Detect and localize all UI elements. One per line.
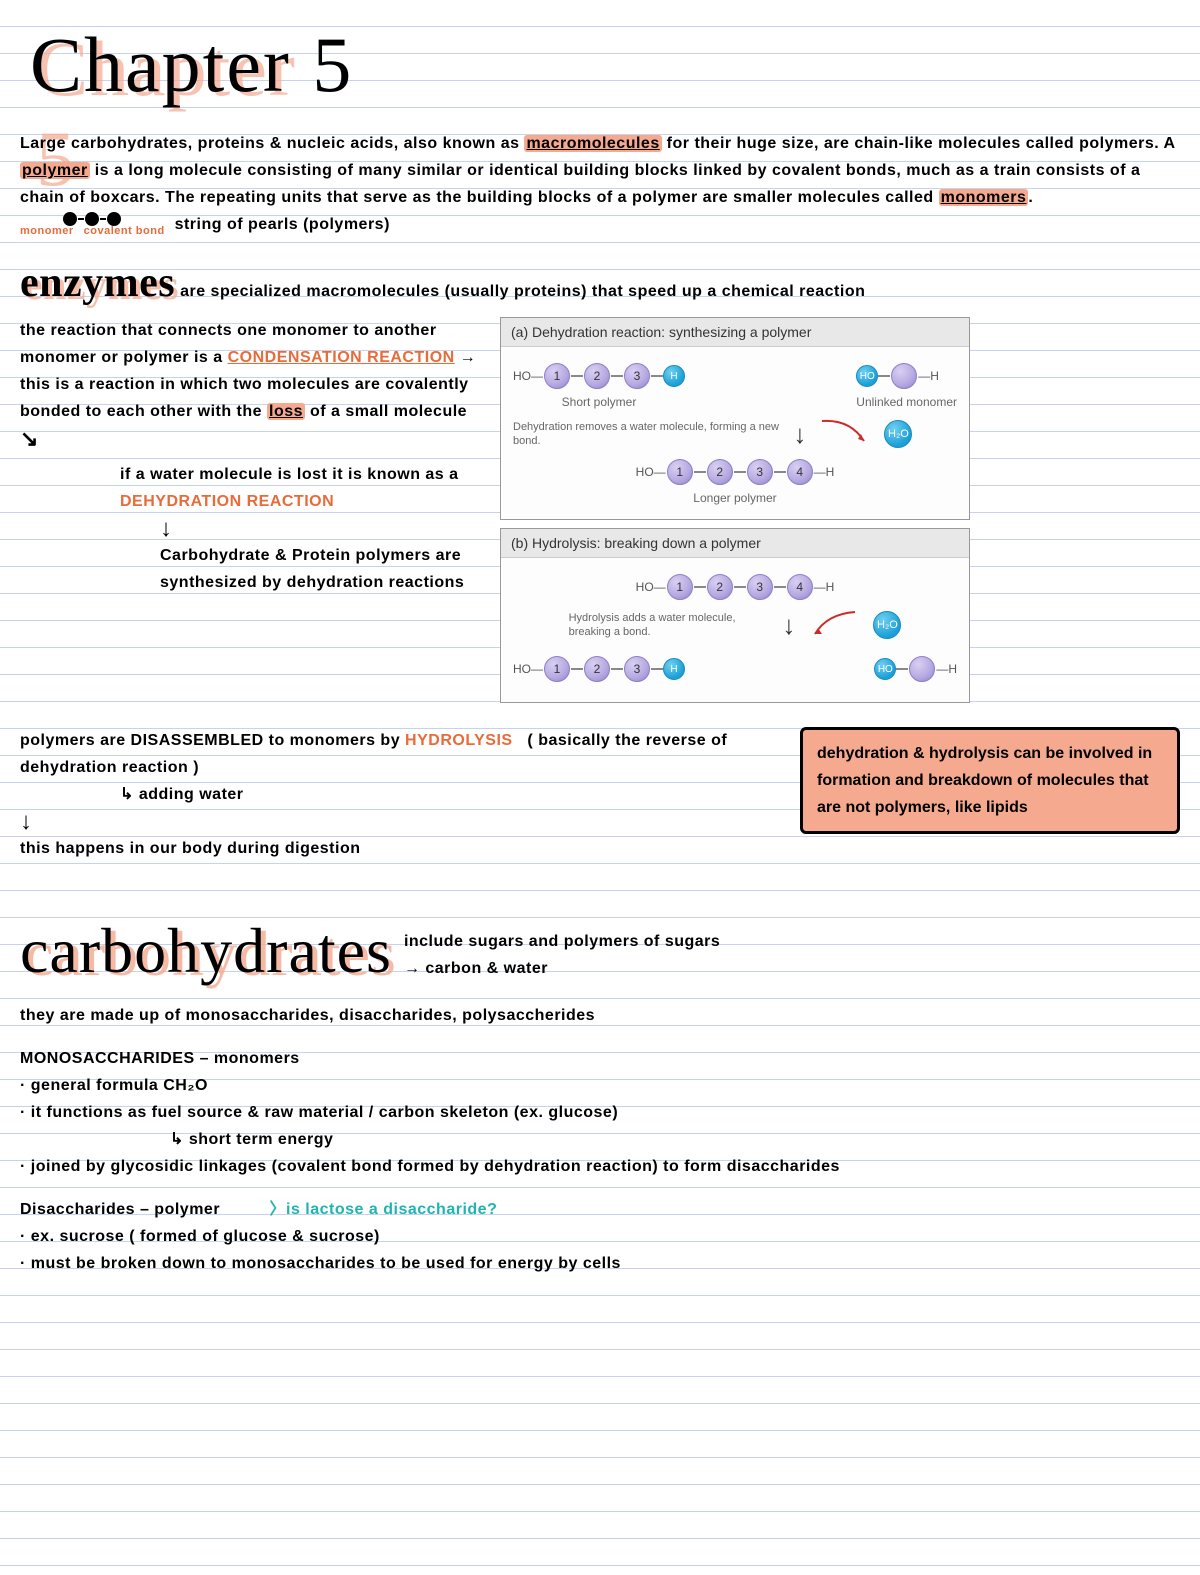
di-question: is lactose a disaccharide? bbox=[286, 1201, 497, 1218]
diagram-dehydration: (a) Dehydration reaction: synthesizing a… bbox=[500, 317, 970, 520]
diagram-hydrolysis: (b) Hydrolysis: breaking down a polymer … bbox=[500, 528, 970, 703]
intro-paragraph: Large carbohydrates, proteins & nucleic … bbox=[20, 130, 1180, 238]
mono-item: · it functions as fuel source & raw mate… bbox=[20, 1099, 1180, 1126]
enzymes-text: are specialized macromolecules (usually … bbox=[180, 283, 865, 300]
term-loss: loss bbox=[267, 403, 305, 420]
diagram-b-caption: Hydrolysis adds a water molecule, breaki… bbox=[569, 611, 769, 640]
mono-subitem: ↳ short term energy bbox=[170, 1126, 1180, 1153]
term-polymer: polymer bbox=[20, 162, 90, 179]
di-heading: Disaccharides – polymer bbox=[20, 1201, 220, 1218]
di-item: · must be broken down to monosaccharides… bbox=[20, 1250, 1180, 1277]
term-hydrolysis: HYDROLYSIS bbox=[405, 732, 513, 749]
hydrolysis-text: polymers are DISASSEMBLED to monomers by bbox=[20, 732, 405, 749]
term-macromolecules: macromolecules bbox=[524, 135, 661, 152]
pearls-diagram bbox=[62, 212, 122, 226]
term-dehydration: DEHYDRATION REACTION bbox=[120, 488, 480, 515]
hydrolysis-block: polymers are DISASSEMBLED to monomers by… bbox=[20, 727, 780, 862]
label-unlinked-monomer: Unlinked monomer bbox=[856, 395, 957, 409]
arrow-curved-icon bbox=[820, 417, 870, 451]
hydrolysis-digestion: this happens in our body during digestio… bbox=[20, 835, 780, 862]
dehydration-intro: if a water molecule is lost it is known … bbox=[120, 461, 480, 488]
condensation-text: of a small molecule bbox=[305, 403, 467, 420]
callout-box: dehydration & hydrolysis can be involved… bbox=[800, 727, 1180, 834]
carbs-madeup: they are made up of monosaccharides, dis… bbox=[20, 1002, 1180, 1029]
carbohydrates-heading: carbohydrates bbox=[20, 914, 392, 988]
intro-text: Large carbohydrates, proteins & nucleic … bbox=[20, 135, 524, 152]
diagram-a-caption: Dehydration removes a water molecule, fo… bbox=[513, 420, 779, 449]
arrow-curved-icon bbox=[809, 608, 859, 642]
diagram-column: (a) Dehydration reaction: synthesizing a… bbox=[500, 317, 970, 711]
condensation-block: the reaction that connects one monomer t… bbox=[20, 317, 480, 596]
h2o-label: H₂O bbox=[873, 611, 901, 639]
term-monomers: monomers bbox=[939, 189, 1029, 206]
diagram-a-header: (a) Dehydration reaction: synthesizing a… bbox=[501, 318, 969, 347]
mono-item: · joined by glycosidic linkages (covalen… bbox=[20, 1153, 1180, 1180]
di-item: · ex. sucrose ( formed of glucose & sucr… bbox=[20, 1223, 1180, 1250]
intro-text: for their huge size, are chain-like mole… bbox=[662, 135, 1175, 152]
term-condensation: CONDENSATION REACTION bbox=[228, 349, 455, 366]
chapter-title: Chapter 5 bbox=[30, 20, 353, 110]
monomer-label: monomer bbox=[20, 226, 74, 237]
intro-text: . bbox=[1028, 189, 1033, 206]
dehydration-note: Carbohydrate & Protein polymers are synt… bbox=[160, 542, 480, 596]
arrow-down-icon: ↓ bbox=[793, 419, 806, 450]
bond-label: covalent bond bbox=[84, 226, 165, 237]
mono-item: · general formula CH₂O bbox=[20, 1072, 1180, 1099]
hydrolysis-sub: ↳ adding water bbox=[120, 781, 780, 808]
label-longer-polymer: Longer polymer bbox=[513, 491, 957, 505]
arrow-down-icon: ↓ bbox=[20, 808, 780, 835]
arrow-down-icon: ↓ bbox=[160, 515, 480, 542]
mono-heading: MONOSACCHARIDES – monomers bbox=[20, 1045, 1180, 1072]
carbs-sub2: → carbon & water bbox=[404, 955, 720, 982]
arrow-down-icon: ↓ bbox=[782, 610, 795, 641]
diagram-b-header: (b) Hydrolysis: breaking down a polymer bbox=[501, 529, 969, 558]
label-short-polymer: Short polymer bbox=[513, 395, 685, 409]
h2o-label: H₂O bbox=[884, 420, 912, 448]
monosaccharides-block: MONOSACCHARIDES – monomers · general for… bbox=[20, 1045, 1180, 1180]
pearls-label: string of pearls (polymers) bbox=[175, 216, 390, 233]
disaccharides-block: Disaccharides – polymer 〉is lactose a di… bbox=[20, 1196, 1180, 1277]
enzymes-heading: enzymes bbox=[20, 270, 175, 297]
carbs-sub1: include sugars and polymers of sugars bbox=[404, 928, 720, 955]
